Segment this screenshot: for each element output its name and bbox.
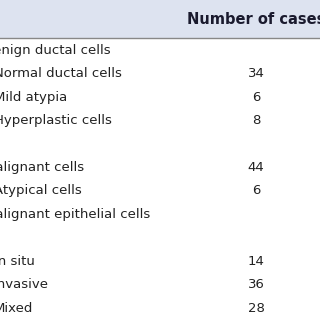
- Text: 8: 8: [252, 114, 260, 127]
- Text: Benign ductal cells: Benign ductal cells: [0, 44, 111, 57]
- Text: Number of cases: Number of cases: [187, 12, 320, 27]
- Text: 34: 34: [248, 67, 264, 80]
- Text: Malignant cells: Malignant cells: [0, 161, 84, 174]
- Bar: [0, 132, 320, 156]
- Text: Mixed: Mixed: [0, 302, 33, 315]
- Text: 14: 14: [248, 255, 264, 268]
- Bar: [0, 156, 320, 179]
- Text: Normal ductal cells: Normal ductal cells: [0, 67, 122, 80]
- Bar: [0, 273, 320, 297]
- Text: Mild atypia: Mild atypia: [0, 91, 67, 104]
- Text: 44: 44: [248, 161, 264, 174]
- Bar: [0, 179, 320, 203]
- Text: Malignant epithelial cells: Malignant epithelial cells: [0, 208, 150, 221]
- Text: 36: 36: [248, 278, 264, 291]
- Text: Atypical cells: Atypical cells: [0, 184, 81, 197]
- Text: 28: 28: [248, 302, 264, 315]
- Text: Hyperplastic cells: Hyperplastic cells: [0, 114, 111, 127]
- Bar: [0, 250, 320, 273]
- Text: Invasive: Invasive: [0, 278, 49, 291]
- Bar: [0, 203, 320, 226]
- Text: In situ: In situ: [0, 255, 35, 268]
- Bar: [0, 297, 320, 320]
- Text: 6: 6: [252, 91, 260, 104]
- Bar: [0, 226, 320, 250]
- Bar: [0, 38, 320, 62]
- Text: 6: 6: [252, 184, 260, 197]
- Bar: [0, 0, 320, 38]
- Bar: [0, 85, 320, 109]
- Bar: [0, 62, 320, 85]
- Bar: [0, 109, 320, 132]
